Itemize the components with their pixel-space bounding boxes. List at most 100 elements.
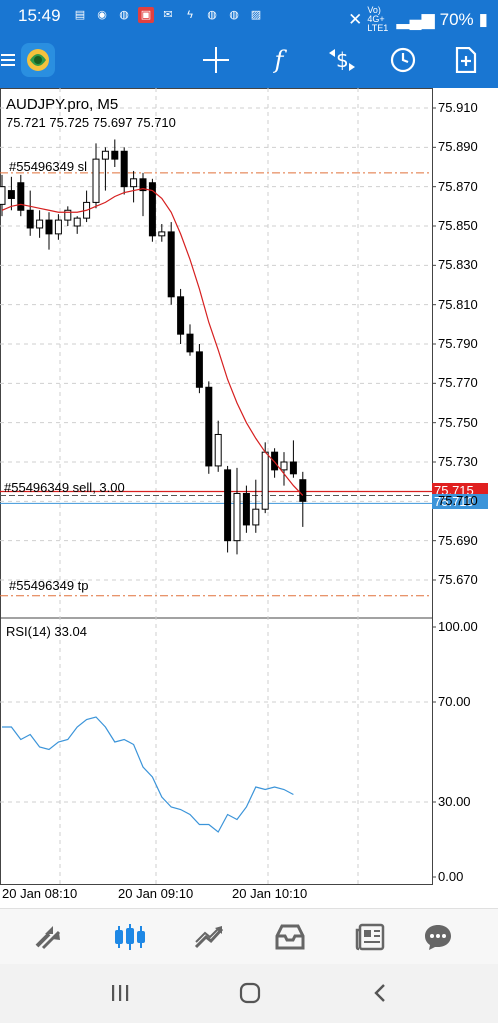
message-icon: ▤ bbox=[74, 9, 86, 21]
function-icon[interactable]: f bbox=[274, 46, 284, 74]
status-time: 15:49 bbox=[18, 6, 61, 25]
candle-bear bbox=[195, 351, 203, 388]
candle-bear bbox=[45, 219, 53, 235]
history-icon[interactable] bbox=[270, 919, 310, 955]
price-tick-label: 75.710 bbox=[438, 493, 478, 509]
time-tick-label: 20 Jan 09:10 bbox=[118, 886, 194, 901]
order-tp-label[interactable]: #55496349 tp bbox=[9, 578, 89, 593]
candle-bear bbox=[7, 190, 15, 199]
status-bar: 15:49 ▤ ◉ ◍ ▣ ✉ ϟ ◍ ◍ ▨ ✕ Vo) 4G+ LTE1 ▂… bbox=[0, 0, 498, 33]
bottom-navigation bbox=[0, 908, 498, 964]
candle-bull bbox=[92, 158, 100, 203]
price-tick-label: 75.830 bbox=[438, 257, 478, 273]
ask-price-tag: 75.710 bbox=[432, 494, 488, 509]
candle-bull bbox=[252, 508, 260, 526]
hamburger-icon[interactable] bbox=[0, 42, 16, 78]
candle-bull bbox=[261, 451, 269, 510]
clock-icon[interactable] bbox=[385, 42, 421, 78]
rsi-tick-label: 30.00 bbox=[438, 794, 471, 809]
candle-bear bbox=[120, 150, 128, 188]
candle-bear bbox=[26, 209, 34, 229]
news-icon[interactable] bbox=[350, 919, 390, 955]
candle-bear bbox=[271, 451, 279, 471]
mail-icon: ✉ bbox=[163, 9, 173, 21]
chart-canvas[interactable] bbox=[0, 88, 498, 908]
back-icon[interactable] bbox=[360, 978, 400, 1008]
toolbar: f $ bbox=[0, 32, 498, 88]
candle-bull bbox=[101, 150, 109, 160]
line3-icon: ◍ bbox=[229, 9, 239, 21]
price-tick-label: 75.790 bbox=[438, 336, 478, 351]
notification-icons: ▤ ◉ ◍ ▣ ✉ ϟ ◍ ◍ ▨ bbox=[72, 7, 264, 23]
system-indicators: ✕ Vo) 4G+ LTE1 ▂▄▆ 70% ▮ bbox=[348, 6, 488, 33]
network-label: Vo) 4G+ LTE1 bbox=[367, 5, 389, 33]
candle-bear bbox=[242, 492, 250, 526]
new-document-icon[interactable] bbox=[448, 42, 484, 78]
candle-bear bbox=[299, 479, 307, 502]
battery-percent: 70% bbox=[439, 9, 474, 29]
candle-bull bbox=[0, 186, 6, 205]
order-sell-label[interactable]: #55496349 sell, 3.00 bbox=[4, 480, 125, 495]
price-tick-label: 75.850 bbox=[438, 218, 478, 233]
trade-tab-icon[interactable] bbox=[189, 919, 229, 955]
candle-bull bbox=[130, 178, 138, 188]
candle-bull bbox=[73, 217, 81, 227]
candle-bull bbox=[36, 219, 44, 229]
svg-text:$: $ bbox=[336, 48, 349, 72]
candle-bear bbox=[224, 469, 232, 542]
chart-ohlc: 75.721 75.725 75.697 75.710 bbox=[6, 115, 176, 130]
price-tick-label: 75.670 bbox=[438, 572, 478, 587]
candle-bear bbox=[111, 150, 119, 160]
time-tick-label: 20 Jan 08:10 bbox=[2, 886, 78, 901]
price-tick-label: 75.910 bbox=[438, 100, 478, 115]
chart-icon[interactable] bbox=[110, 919, 150, 955]
line2-icon: ◍ bbox=[207, 9, 217, 21]
candle-bull bbox=[233, 492, 241, 542]
recents-icon[interactable] bbox=[100, 978, 140, 1008]
price-tick-label: 75.870 bbox=[438, 178, 478, 194]
rsi-label: RSI(14) 33.04 bbox=[6, 624, 87, 639]
price-tick-label: 75.810 bbox=[438, 296, 478, 312]
price-tick-label: 75.770 bbox=[438, 375, 478, 391]
candle-bear bbox=[139, 178, 147, 192]
price-tick-label: 75.690 bbox=[438, 532, 478, 548]
battery-icon: ▮ bbox=[478, 9, 488, 29]
metatrader-logo[interactable] bbox=[20, 42, 56, 78]
candle-bear bbox=[17, 182, 25, 211]
rsi-tick-label: 70.00 bbox=[438, 694, 471, 709]
price-tick-label: 75.750 bbox=[438, 414, 478, 430]
candle-bear bbox=[167, 231, 175, 298]
candle-bear bbox=[289, 461, 297, 475]
price-tick-label: 75.890 bbox=[438, 139, 478, 155]
candle-bear bbox=[177, 296, 185, 335]
candle-bull bbox=[280, 461, 288, 471]
messenger-icon: ◉ bbox=[97, 9, 107, 21]
order-sl-label[interactable]: #55496349 sl bbox=[9, 159, 88, 174]
system-navigation bbox=[0, 964, 498, 1023]
candle-bull bbox=[64, 209, 72, 221]
rsi-tick-label: 100.00 bbox=[438, 619, 478, 634]
candle-bear bbox=[186, 333, 194, 353]
gallery-icon: ▨ bbox=[250, 9, 262, 21]
candle-bull bbox=[158, 231, 166, 237]
mute-icon: ✕ bbox=[348, 9, 363, 29]
time-tick-label: 20 Jan 10:10 bbox=[232, 886, 308, 901]
quotes-icon[interactable] bbox=[29, 919, 69, 955]
signal-icon: ▂▄▆ bbox=[396, 9, 435, 29]
chat-icon[interactable] bbox=[418, 919, 458, 955]
moving-average-line bbox=[1, 188, 304, 496]
rsi-line bbox=[2, 716, 294, 833]
home-icon[interactable] bbox=[230, 978, 270, 1008]
rsi-tick-label: 0.00 bbox=[438, 869, 464, 884]
shop-icon: ▣ bbox=[138, 7, 154, 23]
chart-area[interactable]: AUDJPY.pro, M5 75.721 75.725 75.697 75.7… bbox=[0, 88, 498, 908]
price-tick-label: 75.730 bbox=[438, 454, 478, 469]
crosshair-icon[interactable] bbox=[198, 42, 234, 78]
chart-symbol: AUDJPY.pro, M5 bbox=[6, 96, 119, 113]
bolt-icon: ϟ bbox=[187, 9, 193, 21]
trade-icon[interactable]: $ bbox=[324, 42, 360, 78]
candle-bear bbox=[148, 182, 156, 237]
candle-bull bbox=[214, 433, 222, 467]
candle-bear bbox=[205, 386, 213, 467]
line-icon: ◍ bbox=[119, 9, 129, 21]
